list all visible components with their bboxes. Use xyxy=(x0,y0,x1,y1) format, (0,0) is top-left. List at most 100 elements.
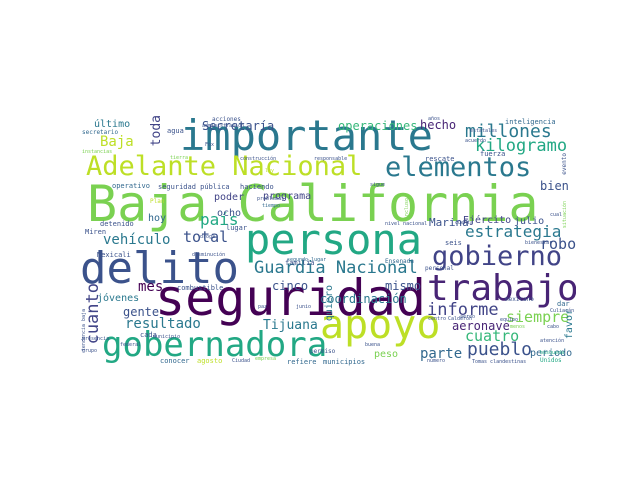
word-miren: Miren xyxy=(85,228,107,236)
word-mexicano: mexicano xyxy=(505,296,534,303)
word-persona: persona xyxy=(245,215,423,264)
word-siempre: siempre xyxy=(506,308,570,326)
word-ultimo: último xyxy=(94,119,131,130)
word-menos: menos xyxy=(510,324,526,330)
word-gobierno: gobierno xyxy=(432,241,563,272)
word-pais: país xyxy=(200,210,239,229)
word-julio: julio xyxy=(514,216,545,227)
word-numero: número xyxy=(427,358,446,364)
word-grupo: grupo xyxy=(82,348,98,354)
word-agosto: agosto xyxy=(197,357,223,365)
word-responsable: responsable xyxy=(314,156,348,162)
word-importante: importante xyxy=(180,113,433,160)
word-tomas-clandestinas: Tomas clandestinas xyxy=(472,359,527,365)
word-aereo: aéreo xyxy=(460,314,476,320)
word-tijuana: Tijuana xyxy=(263,318,318,333)
word-conocer: conocer xyxy=(160,357,190,365)
word-buena: buena xyxy=(365,342,381,348)
word-cual: cual xyxy=(550,212,563,218)
word-programa: programa xyxy=(263,191,312,202)
word-mes: mes xyxy=(138,279,164,295)
word-calderon: Calderón xyxy=(448,316,473,322)
word-gente: gente xyxy=(123,305,160,319)
word-jovenes: jóvenes xyxy=(97,293,140,304)
word-anos: años xyxy=(428,116,441,122)
word-droga: droga xyxy=(200,234,216,240)
word-quiero: quiero xyxy=(324,285,335,322)
word-apoyo: apoyo xyxy=(320,302,441,348)
word-secretario: secretario xyxy=(82,129,119,136)
word-instancias: instancias xyxy=(82,149,113,155)
word-seguridad-publica: seguridad pública xyxy=(158,183,230,191)
word-adelante-nacional: Adelante Nacional xyxy=(86,151,363,182)
word-sigue: sigue xyxy=(370,182,386,188)
word-gobernadora: gobernadora xyxy=(102,325,328,365)
word-periodo: periodo xyxy=(530,348,573,359)
word-refiere: refiere xyxy=(287,358,317,366)
word-administracion: administración xyxy=(202,123,245,129)
word-ensenada: Ensenada xyxy=(385,258,414,265)
word-construccion: construcción xyxy=(240,156,277,162)
word-hoy: hoy xyxy=(148,213,167,224)
word-permiso: permiso xyxy=(310,348,336,355)
word-acciones: acciones xyxy=(212,116,241,123)
word-cinco: cinco xyxy=(272,279,309,293)
word-ley: ley xyxy=(265,168,275,174)
word-mismo: mismo xyxy=(385,279,422,293)
word-lugar: lugar xyxy=(226,224,248,232)
word-robo: robo xyxy=(540,235,576,253)
word-informe: informe xyxy=(427,300,499,320)
word-bien: bien xyxy=(540,179,569,193)
word-toda: toda xyxy=(149,115,164,147)
word-ciudad: Ciudad xyxy=(232,358,251,364)
word-mexicali: Mexicali xyxy=(97,251,131,259)
word-delito: delito xyxy=(80,243,239,294)
word-elementos: elementos xyxy=(385,152,532,183)
word-ocho: ocho xyxy=(217,208,242,219)
word-coordinacion: coordinación xyxy=(320,292,407,306)
word-nivel-nacional: nivel nacional xyxy=(385,221,428,227)
word-problemas: problemas xyxy=(257,196,285,202)
word-agua: agua xyxy=(167,127,184,135)
word-parte: parte xyxy=(420,346,463,362)
word-unidos: Unidos xyxy=(540,357,562,364)
word-estatales: estatales xyxy=(470,128,498,134)
word-combustible: combustible xyxy=(177,284,224,292)
word-cuatro: cuatro xyxy=(465,327,520,345)
word-resultado: resultado xyxy=(125,316,201,332)
word-operativo: operativo xyxy=(112,182,150,190)
word-tendencia-baja: tendencia baja xyxy=(81,309,87,352)
word-culiacan: Culiacán xyxy=(550,308,575,314)
word-cuenta: cuenta xyxy=(455,220,474,226)
word-centro: centro xyxy=(428,316,447,322)
word-peso: peso xyxy=(374,349,399,360)
word-municipio: municipio xyxy=(153,334,181,340)
word-hecho: hecho xyxy=(420,118,457,132)
word-acuerdo: acuerdo xyxy=(465,138,487,144)
word-plan: Plan xyxy=(150,198,165,205)
word-municipios: municipios xyxy=(323,358,366,366)
word-empresa: empresa xyxy=(255,356,277,362)
word-rescate: rescate xyxy=(425,155,455,163)
word-kilogramo: kilogramo xyxy=(475,136,568,156)
word-estrategia: estrategia xyxy=(465,222,562,241)
word-segundo-lugar: segundo lugar xyxy=(287,257,327,263)
word-tiempo: tiempo xyxy=(262,203,281,209)
word-baja-california: Baja California xyxy=(87,175,539,233)
word-bienestar: bienestar xyxy=(525,240,553,246)
word-familia: familia xyxy=(285,259,315,267)
word-situacion: situación xyxy=(562,201,568,229)
word-marina: Marina xyxy=(429,216,469,229)
word-junio: junio xyxy=(296,304,312,310)
word-vehiculo: vehículo xyxy=(103,232,171,248)
word-haciendo: haciendo xyxy=(240,183,274,191)
word-secretaria: Secretaría xyxy=(202,119,275,133)
word-millones: millones xyxy=(465,121,552,142)
word-inteligencia: inteligencia xyxy=(505,118,556,126)
word-seguridad: seguridad xyxy=(155,269,426,327)
word-incluso: incluso xyxy=(404,198,410,220)
word-presencia: presencia xyxy=(82,336,110,342)
word-fox: Fox xyxy=(205,142,215,148)
word-trabajo: trabajo xyxy=(427,268,576,309)
word-detenido: detenido xyxy=(100,220,134,228)
